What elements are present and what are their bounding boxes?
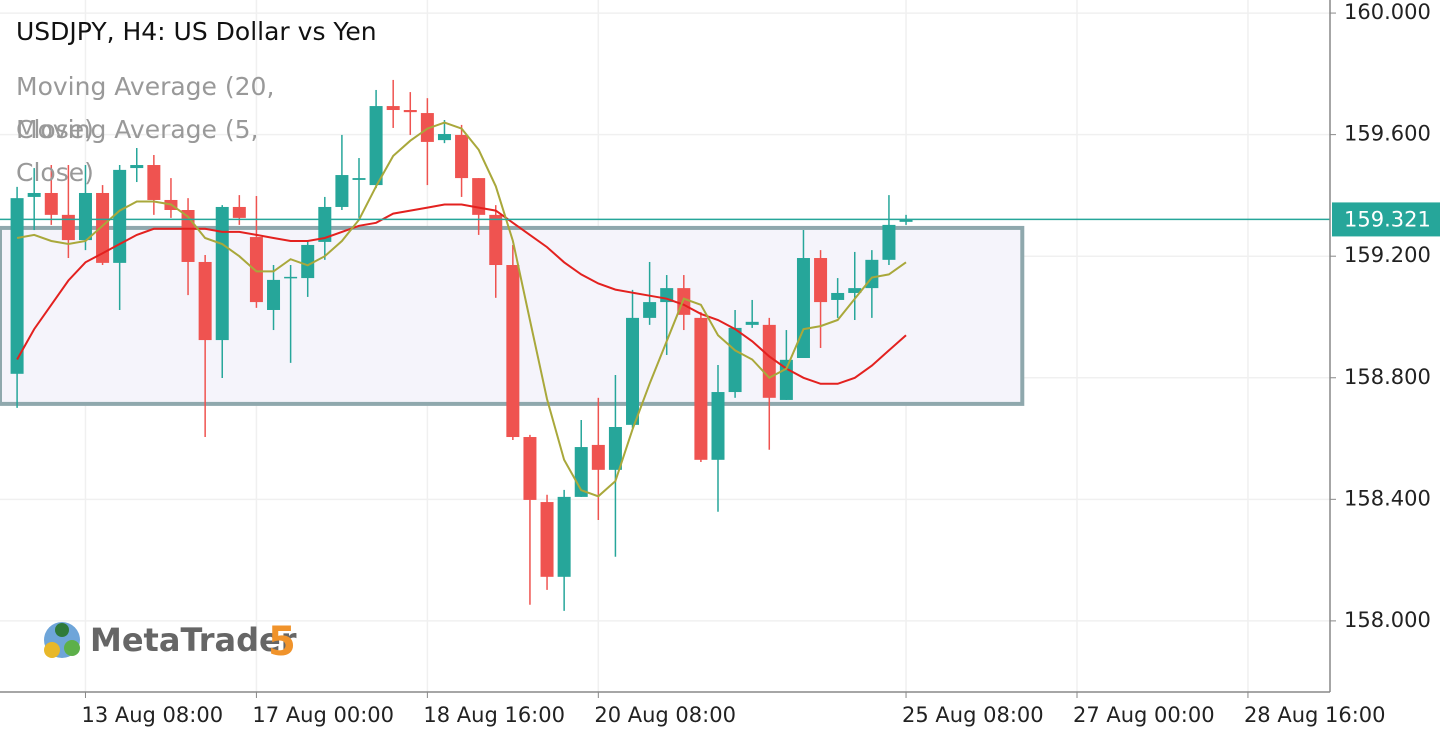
candle-body bbox=[232, 206, 246, 218]
y-tick-label: 158.400 bbox=[1344, 486, 1431, 510]
candle-body bbox=[386, 106, 400, 111]
x-tick-label: 20 Aug 08:00 bbox=[594, 703, 736, 727]
legend-entry: Moving Average (20, Close) bbox=[16, 72, 275, 144]
logo-part bbox=[44, 642, 60, 658]
y-tick-label: 159.200 bbox=[1344, 243, 1431, 267]
x-tick-label: 28 Aug 16:00 bbox=[1244, 703, 1386, 727]
candle-body bbox=[44, 192, 58, 215]
candle-body bbox=[352, 178, 366, 180]
candle-body bbox=[899, 219, 913, 222]
candle-body bbox=[608, 426, 622, 470]
candle-body bbox=[96, 192, 110, 263]
candle-body bbox=[147, 165, 161, 200]
candle-body bbox=[591, 444, 605, 470]
candle-body bbox=[489, 214, 503, 266]
watermark-logo: MetaTrader 5 bbox=[44, 619, 297, 665]
candle-body bbox=[540, 502, 554, 577]
candle-body bbox=[626, 317, 640, 425]
candle-body bbox=[643, 302, 657, 318]
candle-body bbox=[848, 288, 862, 293]
y-tick-label: 160.000 bbox=[1344, 0, 1431, 24]
x-tick-label: 17 Aug 00:00 bbox=[252, 703, 394, 727]
candle-body bbox=[318, 206, 332, 242]
candle-body bbox=[506, 265, 520, 438]
candle-body bbox=[831, 292, 845, 300]
moving-average-line bbox=[16, 203, 907, 385]
candle-body bbox=[403, 110, 417, 113]
y-tick-label: 159.600 bbox=[1344, 122, 1431, 146]
current-price-box bbox=[1332, 202, 1440, 237]
candle-body bbox=[437, 134, 451, 141]
x-tick-label: 27 Aug 00:00 bbox=[1073, 703, 1215, 727]
y-tick-label: 158.000 bbox=[1344, 608, 1431, 632]
candle-body bbox=[335, 175, 349, 207]
logo-part bbox=[55, 623, 69, 637]
watermark-text: MetaTrader bbox=[90, 621, 297, 659]
legend-entry: Moving Average (5, Close) bbox=[16, 115, 259, 187]
candle-body bbox=[728, 327, 742, 393]
candle-body bbox=[472, 178, 486, 215]
candle-body bbox=[78, 192, 92, 241]
candle-body bbox=[523, 437, 537, 500]
moving-average-line bbox=[16, 121, 907, 498]
candle-body bbox=[814, 258, 828, 303]
candle-body bbox=[267, 279, 281, 310]
marks bbox=[0, 79, 1330, 611]
watermark-version: 5 bbox=[268, 619, 296, 665]
candle-body bbox=[762, 324, 776, 398]
x-tick-label: 13 Aug 08:00 bbox=[81, 703, 223, 727]
candle-body bbox=[369, 106, 383, 186]
x-tick-label: 25 Aug 08:00 bbox=[902, 703, 1044, 727]
candle-body bbox=[181, 210, 195, 262]
candle-body bbox=[301, 244, 315, 279]
candle-body bbox=[198, 261, 212, 341]
candle-body bbox=[61, 214, 75, 241]
candle-body bbox=[10, 198, 24, 374]
candle-body bbox=[249, 237, 263, 303]
candle-body bbox=[284, 276, 298, 279]
candle-body bbox=[455, 134, 469, 179]
candle-body bbox=[215, 206, 229, 341]
candle-body bbox=[130, 165, 144, 169]
candle-body bbox=[113, 169, 127, 263]
x-tick-label: 18 Aug 16:00 bbox=[423, 703, 565, 727]
candle-body bbox=[711, 392, 725, 460]
logo-part bbox=[64, 640, 80, 656]
current-price-label: 159.321 bbox=[1344, 207, 1431, 231]
candle-body bbox=[557, 496, 571, 577]
candle-body bbox=[694, 317, 708, 460]
candle-body bbox=[745, 321, 759, 325]
candle-body bbox=[796, 258, 810, 359]
candle-body bbox=[27, 192, 41, 197]
y-tick-label: 158.800 bbox=[1344, 365, 1431, 389]
candle-body bbox=[420, 113, 434, 142]
candle-body bbox=[882, 224, 896, 260]
chart-title: USDJPY, H4: US Dollar vs Yen bbox=[16, 17, 377, 46]
